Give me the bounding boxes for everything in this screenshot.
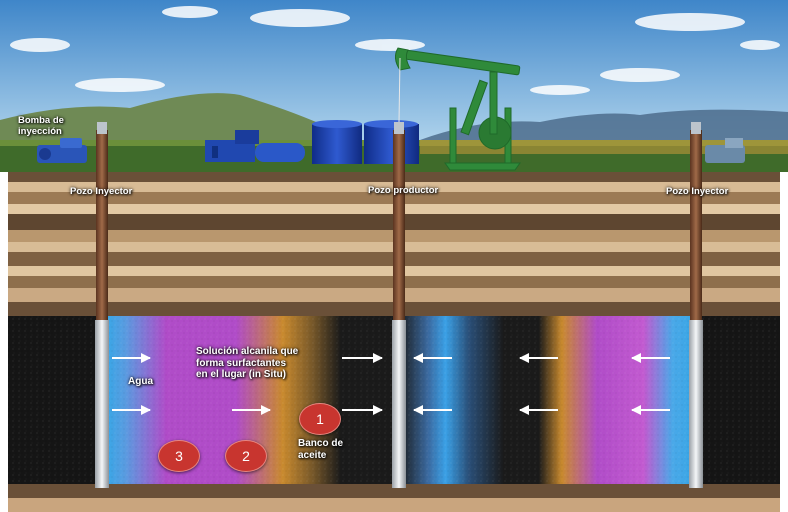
well-injector-left [95,122,109,488]
clouds [10,6,780,105]
oil-bank-line1: Banco de [298,438,344,449]
flow-arrow-icon [112,353,670,415]
zone-badge-3: 3 [158,440,200,472]
injection-pump-label: Bomba de inyección [18,115,64,138]
injection-pump-label-line1: Bomba de [18,115,64,126]
zone-badge-1: 1 [299,403,341,435]
plant-equipment [205,130,305,162]
injector-well-left-label: Pozo Inyector [70,186,133,197]
injection-pump-label-line2: inyección [18,125,62,137]
alkaline-solution-line2: forma surfactantes [196,357,287,369]
injection-pump-icon [37,138,87,163]
well-producer [392,57,406,488]
oil-bank-label: Banco de aceite [298,438,343,461]
oil-bank-line2: aceite [298,449,327,461]
well-injector-right [689,122,703,488]
water-label: Agua [128,376,153,387]
injector-well-right-label: Pozo Inyector [666,186,729,197]
right-pump-icon [705,138,745,163]
alkaline-solution-line3: en el lugar (in Situ) [196,369,287,380]
alkaline-solution-line1: Solución alcanila que [196,346,299,357]
pumpjack-icon [394,47,521,171]
alkaline-solution-label: Solución alcanila que forma surfactantes… [196,346,298,381]
producer-well-label: Pozo productor [368,185,439,196]
zone-badge-2: 2 [225,440,267,472]
storage-tank-icon [312,120,419,164]
